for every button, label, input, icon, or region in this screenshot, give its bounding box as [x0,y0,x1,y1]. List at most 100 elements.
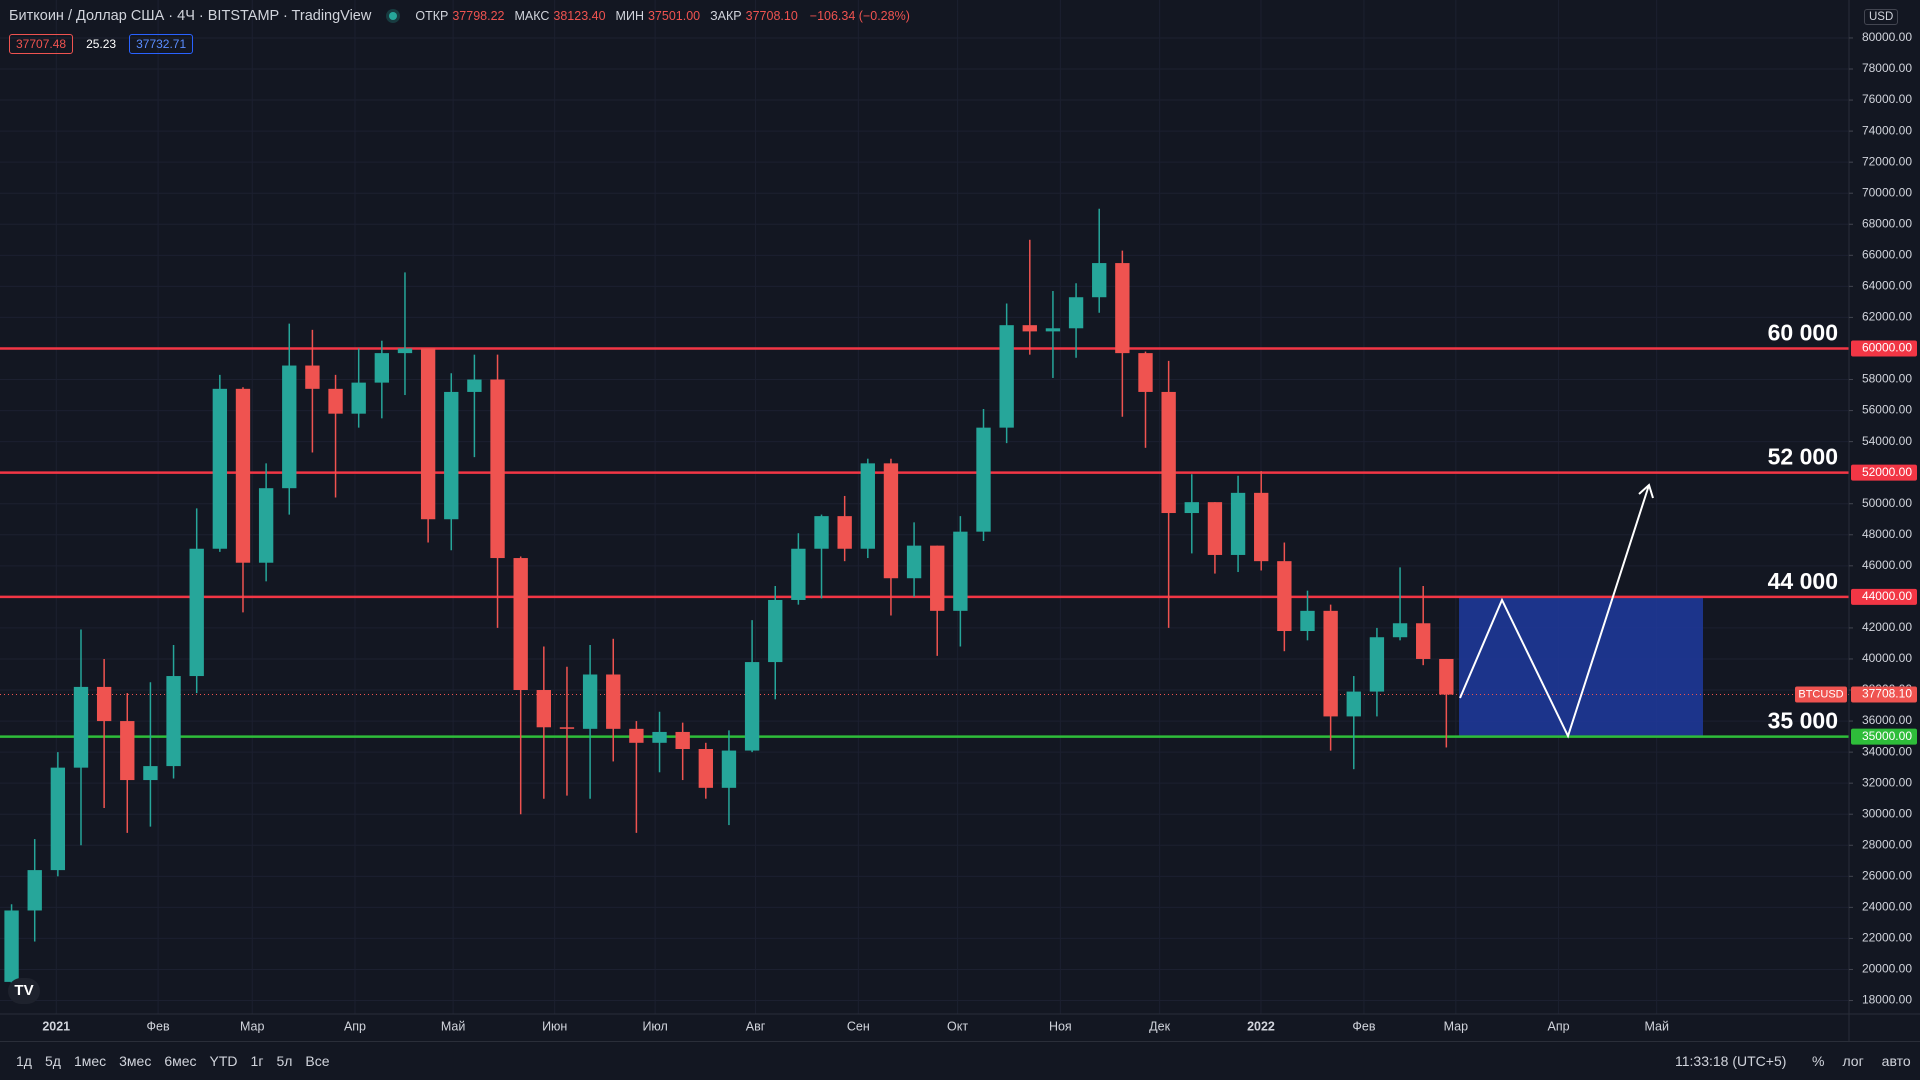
candle-body [258,488,274,563]
candle-body [120,721,135,781]
symbol-title[interactable]: Биткоин / Доллар США · 4Ч · BITSTAMP · T… [9,8,372,24]
scale-button[interactable]: авто [1881,1053,1911,1069]
badges: 37707.48 25.23 37732.71 [9,34,194,54]
y-tick-label: 46000.00 [1862,558,1912,572]
projection-arrow [1638,483,1654,499]
candle-body [235,388,251,563]
level-axis-badge [1851,340,1917,357]
y-tick-label: 50000.00 [1862,496,1912,510]
y-tick-label: 32000.00 [1862,775,1912,789]
candle-body [212,388,228,549]
y-tick-label: 80000.00 [1862,30,1912,44]
y-tick-label: 58000.00 [1862,372,1912,386]
y-tick-label: 64000.00 [1862,279,1912,293]
candle-body [166,676,181,767]
candle-body [397,348,413,354]
candle-body [1346,691,1361,717]
candle-body [143,766,158,781]
range-button[interactable]: 1мес [73,1053,107,1069]
y-tick-label: 28000.00 [1862,837,1912,851]
candle-body [328,388,343,414]
candle-body [96,686,112,722]
candle-body [467,379,482,392]
candle-body [536,690,551,728]
last-price-label: 37708.10 [1862,687,1912,701]
candle-body [1022,325,1037,332]
header: Биткоин / Доллар США · 4Ч · BITSTAMP · T… [9,8,916,24]
y-tick-label: 74000.00 [1862,123,1912,137]
candle-body [953,531,968,611]
candle-body [606,674,621,729]
level-axis-label: 60000.00 [1862,341,1912,355]
x-tick-label: Сен [847,1019,870,1033]
x-tick-label: Авг [746,1019,766,1033]
ohlc-value: 37501.00 [647,9,701,23]
y-tick-label: 42000.00 [1862,620,1912,634]
currency-button[interactable]: USD [1864,9,1899,25]
candle-body [582,674,598,729]
level-axis-badge [1851,728,1917,745]
ohlc-value: 37798.22 [452,9,505,23]
candle-body [860,463,875,549]
y-tick-label: 76000.00 [1862,92,1912,106]
y-tick-label: 26000.00 [1862,868,1912,882]
ohlc-key: МИН [615,9,644,23]
candle-body [1115,263,1130,354]
candles [4,208,1454,985]
range-button[interactable]: 5д [44,1053,61,1069]
range-button[interactable]: Все [305,1053,330,1069]
level-axis-label: 35000.00 [1862,729,1912,743]
candle-body [27,870,42,911]
candle-body [1068,297,1084,329]
y-tick-label: 48000.00 [1862,527,1912,541]
range-button[interactable]: 5л [276,1053,293,1069]
status-dot [389,12,398,20]
candle-body [1045,328,1061,332]
range-button[interactable]: 3мес [119,1053,152,1069]
candle-body [444,391,459,520]
candle-body [1369,637,1385,692]
x-tick-label: Дек [1149,1019,1170,1033]
logo[interactable]: TV [8,978,40,1004]
projection-zone [1459,598,1703,736]
x-tick-label: Апр [344,1019,366,1033]
levels: 60 000 52 000 44 000 35 000 [0,320,1849,738]
candle-body [698,749,713,788]
candle-body [351,382,366,414]
range-button[interactable]: YTD [209,1053,238,1069]
candle-body [1300,610,1315,632]
ohlc-value: 38123.40 [553,9,606,23]
y-tick-label: 70000.00 [1862,185,1912,199]
scale-button[interactable]: лог [1842,1053,1864,1069]
scale-button[interactable]: % [1812,1053,1825,1069]
y-tick-label: 18000.00 [1862,993,1912,1007]
spread-badge: 25.23 [86,37,117,51]
bottom-toolbar: 1д 5д 1мес 3мес 6мес YTD 1г 5л Все 11:33:18 (UTC… [0,1041,1920,1080]
candle-body [1439,658,1454,695]
candle-body [999,325,1014,428]
level-label: 52 000 [1768,444,1838,470]
candle-body [652,731,667,743]
candle-body [906,545,922,579]
candle-body [675,731,690,750]
symbol-badge [1795,686,1847,703]
y-tick-label: 68000.00 [1862,216,1912,230]
candle-body [1392,623,1408,638]
ohlc: ОТКР 37798.22 МАКС 38123.40 МИН 37501.00 ЗАКР 3… [415,9,803,23]
range-button[interactable]: 1д [16,1053,32,1069]
level-axis-label: 44000.00 [1862,589,1912,603]
candle-body [837,516,852,549]
range-button[interactable]: 6мес [164,1053,197,1069]
y-tick-label: 54000.00 [1862,434,1912,448]
candle-body [791,548,806,600]
level-axis-label: 52000.00 [1862,465,1912,479]
x-tick-label: 2021 [42,1019,70,1033]
candle-body [1207,502,1223,555]
x-tick-label: Ноя [1049,1019,1072,1033]
y-tick-label: 78000.00 [1862,61,1912,75]
range-button[interactable]: 1г [250,1053,264,1069]
candle-body [305,365,320,389]
x-tick-label: 2022 [1247,1019,1275,1033]
candle-body [1161,391,1176,514]
